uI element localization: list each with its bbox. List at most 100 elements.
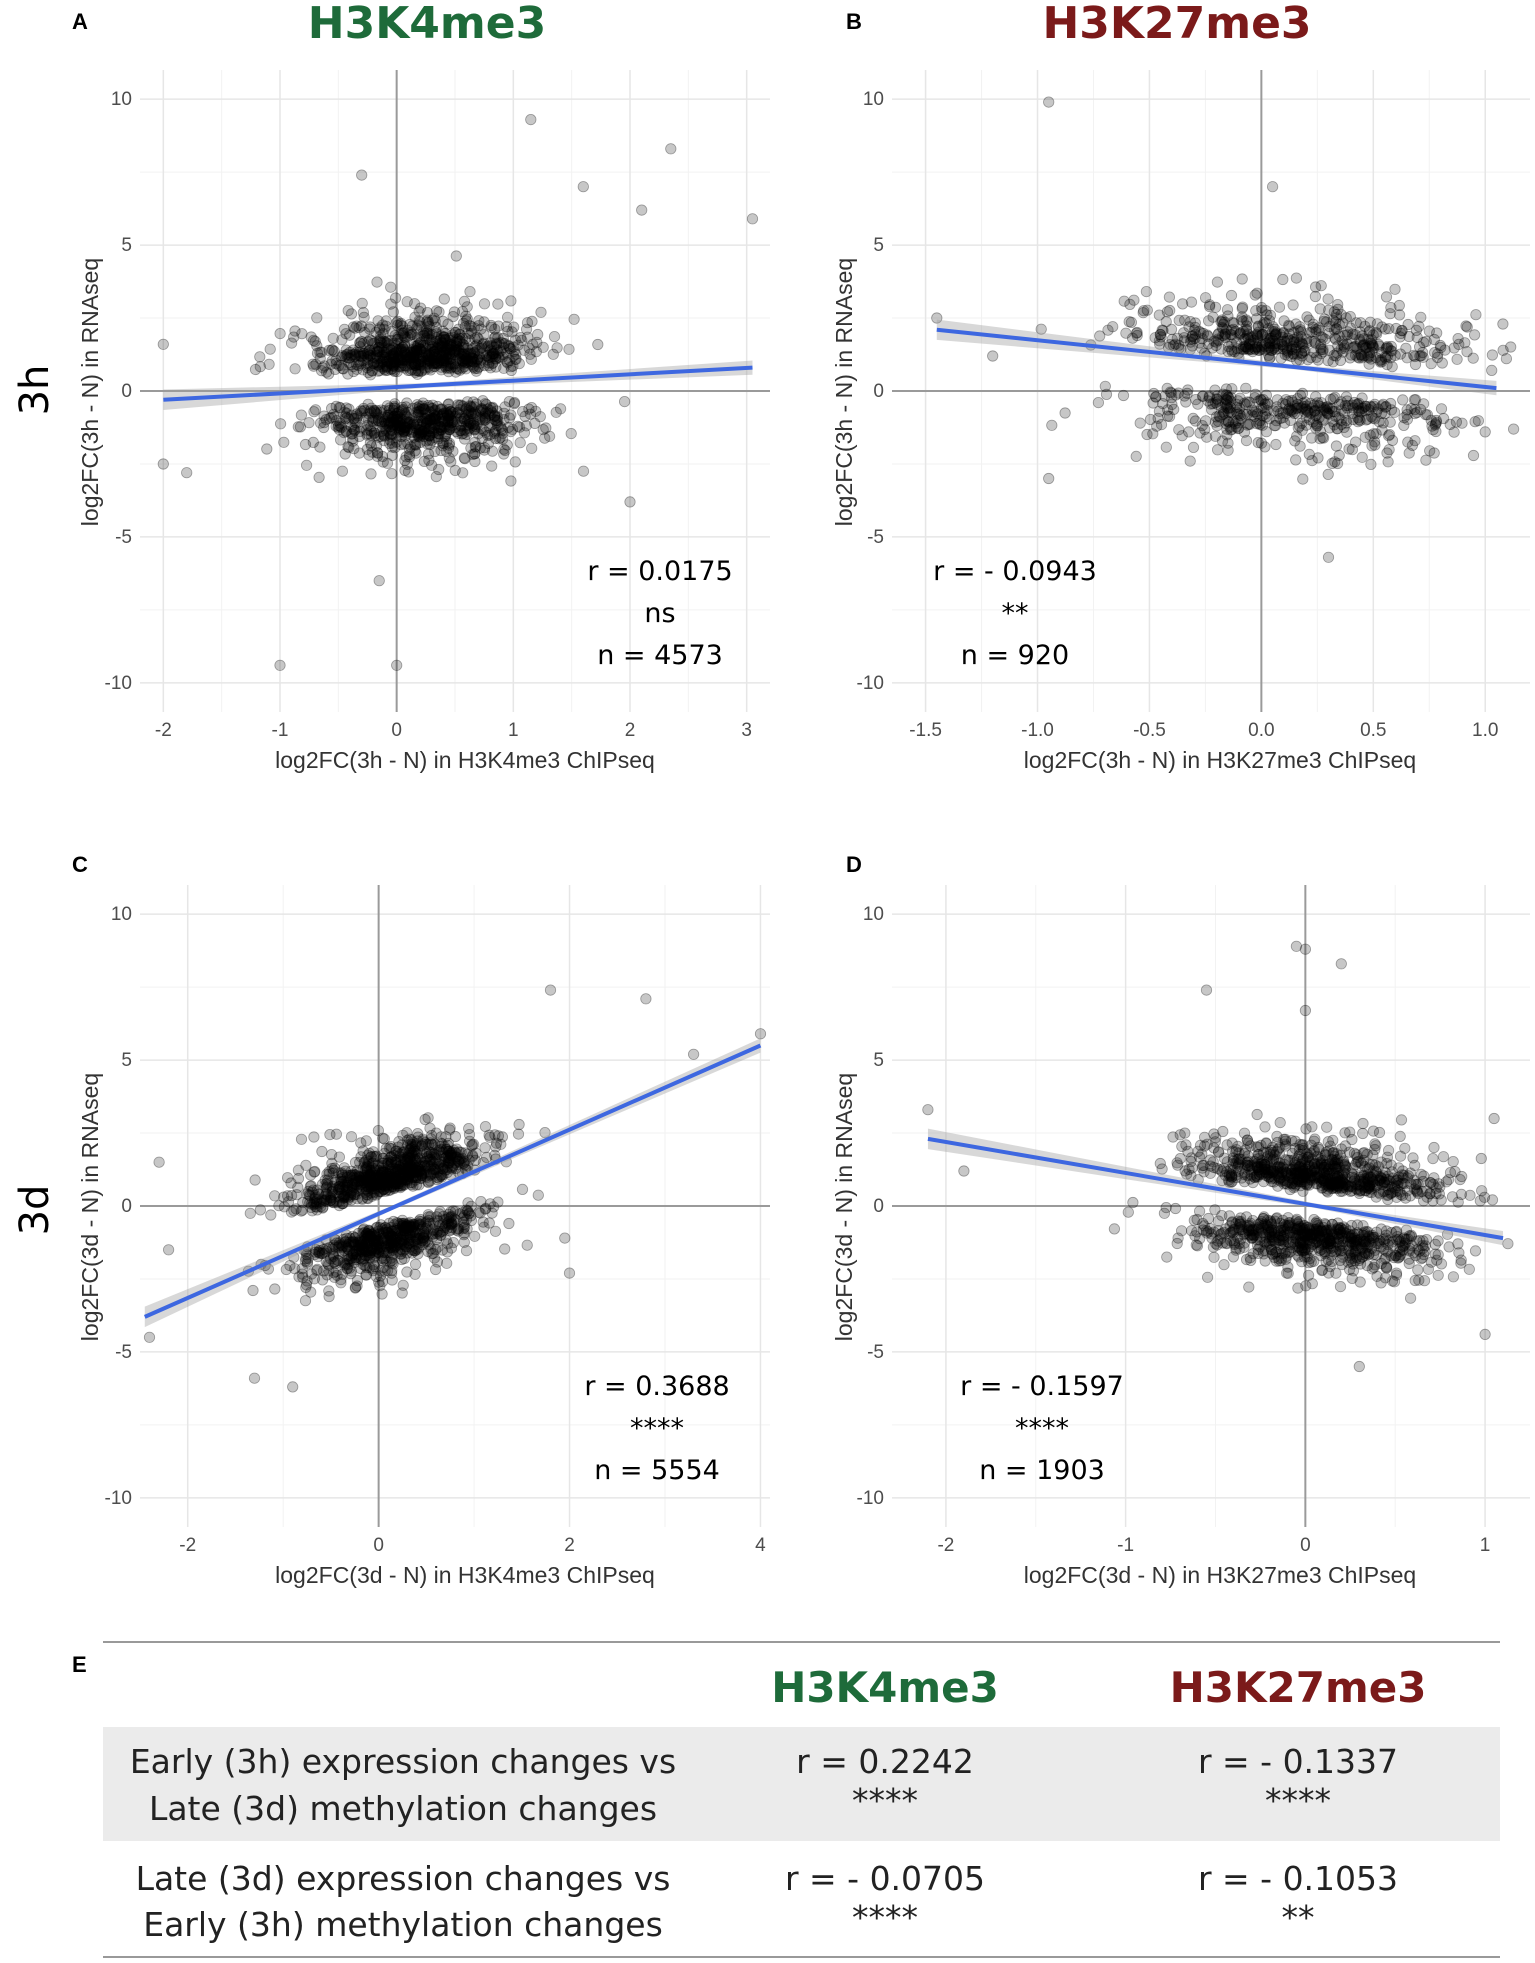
data-point bbox=[489, 331, 501, 343]
data-point bbox=[425, 347, 437, 360]
data-point bbox=[1300, 333, 1313, 345]
data-point bbox=[411, 399, 423, 411]
data-point bbox=[1155, 418, 1168, 431]
data-point bbox=[640, 993, 652, 1005]
data-point bbox=[347, 360, 359, 373]
data-point bbox=[1243, 1281, 1255, 1293]
data-point bbox=[1236, 302, 1248, 315]
data-point bbox=[465, 408, 477, 420]
data-point bbox=[404, 329, 416, 342]
data-point bbox=[525, 114, 537, 126]
data-point bbox=[1296, 417, 1308, 429]
data-point bbox=[428, 346, 440, 358]
data-point bbox=[1216, 316, 1228, 328]
data-point bbox=[1394, 309, 1406, 321]
data-point bbox=[391, 659, 403, 671]
data-point bbox=[443, 424, 456, 436]
data-point bbox=[314, 346, 326, 358]
data-point bbox=[353, 447, 365, 459]
y-tick-label: -10 bbox=[857, 673, 884, 694]
data-point bbox=[1357, 1117, 1369, 1130]
data-point bbox=[467, 353, 479, 365]
data-point bbox=[1322, 468, 1334, 480]
data-point bbox=[349, 322, 361, 334]
data-point bbox=[401, 360, 413, 372]
data-point bbox=[347, 1168, 359, 1180]
data-point bbox=[327, 332, 339, 344]
data-point bbox=[1185, 296, 1198, 308]
data-point bbox=[354, 341, 366, 353]
data-point bbox=[687, 1048, 700, 1060]
data-point bbox=[1373, 338, 1385, 351]
data-point bbox=[465, 351, 478, 363]
data-point bbox=[356, 297, 368, 309]
data-point bbox=[478, 1221, 490, 1233]
data-point bbox=[495, 423, 508, 435]
data-point bbox=[1435, 403, 1448, 415]
data-point bbox=[488, 427, 500, 440]
data-point bbox=[547, 348, 559, 360]
data-point bbox=[387, 306, 399, 318]
data-point bbox=[475, 422, 487, 434]
data-point bbox=[1275, 352, 1287, 364]
data-point bbox=[524, 348, 536, 360]
data-point bbox=[469, 436, 481, 448]
data-point bbox=[344, 329, 356, 341]
data-point bbox=[317, 362, 329, 374]
data-point bbox=[565, 427, 577, 440]
data-point bbox=[537, 423, 549, 436]
data-point bbox=[1256, 402, 1268, 414]
data-point bbox=[1267, 181, 1279, 193]
data-point bbox=[1389, 349, 1401, 361]
data-point bbox=[460, 310, 472, 322]
data-point bbox=[345, 428, 358, 440]
data-point bbox=[1174, 1129, 1186, 1141]
data-point bbox=[1212, 395, 1224, 407]
data-point bbox=[249, 1174, 261, 1186]
data-point bbox=[1314, 433, 1326, 445]
data-point bbox=[419, 364, 431, 376]
x-tick-label: 2 bbox=[564, 1535, 575, 1556]
data-point bbox=[1299, 396, 1311, 408]
data-point bbox=[371, 357, 383, 369]
data-point bbox=[431, 342, 443, 354]
data-point bbox=[377, 327, 389, 340]
data-point bbox=[1218, 1259, 1230, 1271]
data-point bbox=[518, 427, 531, 439]
data-point bbox=[265, 1209, 277, 1221]
data-point bbox=[423, 334, 435, 346]
data-point bbox=[1297, 473, 1309, 485]
data-point bbox=[423, 353, 435, 365]
data-point bbox=[636, 204, 648, 216]
x-tick-label: -1.5 bbox=[909, 720, 942, 741]
data-point bbox=[409, 445, 421, 457]
data-point bbox=[248, 1372, 261, 1384]
data-point bbox=[385, 427, 397, 440]
data-point bbox=[455, 420, 467, 432]
data-point bbox=[482, 359, 495, 372]
data-point bbox=[1456, 417, 1468, 429]
data-point bbox=[379, 364, 392, 377]
data-point bbox=[1370, 326, 1382, 339]
data-point bbox=[539, 432, 551, 444]
data-point bbox=[476, 432, 488, 445]
data-point bbox=[409, 359, 421, 372]
data-point bbox=[413, 342, 425, 354]
data-point bbox=[336, 362, 349, 375]
data-point bbox=[402, 418, 415, 430]
y-axis-title: log2FC(3h - N) in RNAseq bbox=[831, 258, 857, 526]
data-point bbox=[479, 398, 491, 410]
data-point bbox=[498, 443, 510, 455]
data-point bbox=[468, 322, 480, 334]
data-point bbox=[535, 306, 547, 318]
data-point bbox=[1211, 276, 1224, 288]
data-point bbox=[366, 1190, 378, 1202]
data-point bbox=[442, 1139, 454, 1152]
data-point bbox=[1411, 331, 1423, 343]
data-point bbox=[396, 1287, 408, 1299]
data-point bbox=[475, 1196, 487, 1208]
data-point bbox=[328, 345, 340, 357]
stat-significance: **** bbox=[630, 1413, 684, 1444]
data-point bbox=[299, 438, 312, 451]
